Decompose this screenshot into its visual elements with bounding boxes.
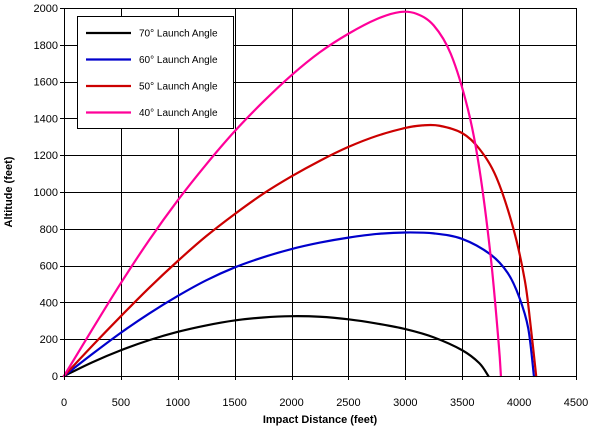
- y-tick-label: 1200: [34, 150, 58, 162]
- series-line-40-launch-angle: [62, 10, 503, 378]
- y-tick-label: 800: [40, 224, 58, 236]
- legend-label-40-launch-angle: 40° Launch Angle: [139, 108, 218, 119]
- grid: [60, 8, 577, 380]
- legend-label-70-launch-angle: 70° Launch Angle: [139, 29, 218, 40]
- x-tick-label: 3500: [450, 397, 474, 409]
- series-line-70-launch-angle: [62, 315, 490, 378]
- y-tick-label: 2000: [34, 3, 58, 15]
- y-tick-label: 1400: [34, 113, 58, 125]
- y-tick-label: 1600: [34, 77, 58, 89]
- x-tick-label: 2000: [279, 397, 303, 409]
- legend: 70° Launch Angle 60° Launch Angle 50° Laun…: [77, 16, 234, 129]
- x-tick-label: 500: [112, 397, 130, 409]
- y-tick-label: 1000: [34, 187, 58, 199]
- x-tick-label: 4000: [507, 397, 531, 409]
- y-tick-label: 400: [40, 297, 58, 309]
- y-tick-label: 1800: [34, 40, 58, 52]
- series-line-60-launch-angle: [62, 231, 535, 378]
- y-axis-title: Altitude (feet): [3, 156, 15, 227]
- series-line-50-launch-angle: [62, 123, 538, 378]
- y-tick-label: 0: [52, 371, 58, 383]
- y-tick-label: 200: [40, 334, 58, 346]
- x-tick-label: 0: [61, 397, 67, 409]
- tick-labels: 0 500 1000 1500 2000 2500 3000 3500 4000 4500 0 200…: [34, 3, 589, 409]
- plot-area-frame: [64, 8, 577, 377]
- legend-label-50-launch-angle: 50° Launch Angle: [139, 82, 218, 93]
- x-tick-label: 2500: [336, 397, 360, 409]
- x-axis-title: Impact Distance (feet): [263, 414, 378, 426]
- legend-label-60-launch-angle: 60° Launch Angle: [139, 55, 218, 66]
- series-lines: [62, 10, 538, 378]
- x-tick-label: 3000: [393, 397, 417, 409]
- y-tick-label: 600: [40, 261, 58, 273]
- x-tick-label: 1500: [222, 397, 246, 409]
- x-tick-label: 1000: [166, 397, 190, 409]
- legend-box: [77, 16, 234, 129]
- x-tick-label: 4500: [564, 397, 588, 409]
